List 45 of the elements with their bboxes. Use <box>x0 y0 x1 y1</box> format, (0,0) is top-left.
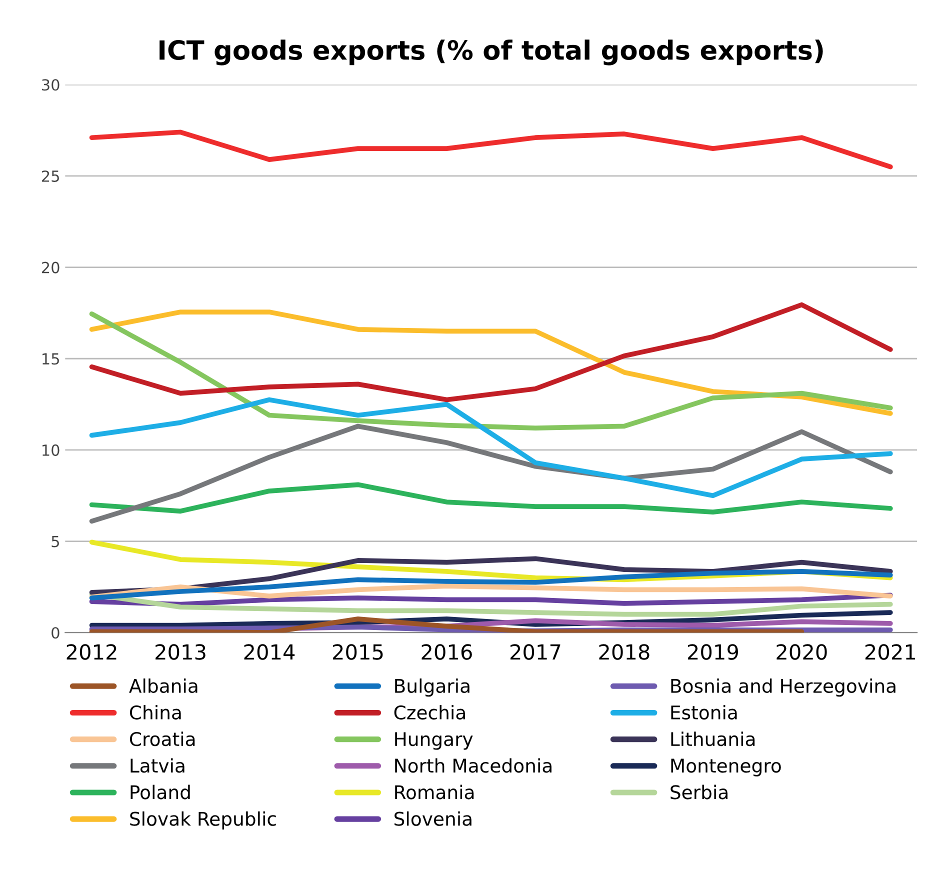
line-series <box>89 130 893 170</box>
legend-label: Lithuania <box>671 732 755 746</box>
line-series <box>89 568 893 600</box>
x-tick-label: 2018 <box>599 644 650 660</box>
legend-label: Latvia <box>130 758 184 773</box>
legend-label: Croatia <box>130 732 195 746</box>
x-tick-label: 2021 <box>865 644 915 660</box>
y-tick-label: 10 <box>42 444 60 456</box>
x-tick-label: 2019 <box>688 644 738 660</box>
y-tick-label: 30 <box>42 79 60 91</box>
x-tick-label: 2015 <box>333 644 383 660</box>
line-series <box>89 397 893 498</box>
y-tick-label: 0 <box>52 627 60 639</box>
legend-label: Montenegro <box>671 758 781 776</box>
legend-label: Romania <box>395 784 474 800</box>
x-tick-label: 2012 <box>66 644 116 660</box>
line-series <box>89 584 893 600</box>
legend-label: Slovak Republic <box>130 811 276 830</box>
line-series <box>89 592 893 607</box>
x-tick-label: 2020 <box>776 644 827 660</box>
legend-label: Bulgaria <box>395 678 470 697</box>
y-tick-label: 15 <box>42 353 59 365</box>
legend-label: North Macedonia <box>395 758 552 773</box>
legend-label: China <box>130 705 181 720</box>
x-tick-label: 2016 <box>422 644 472 660</box>
line-series <box>89 616 804 633</box>
y-tick-label: 20 <box>42 262 60 274</box>
line-series <box>89 424 893 524</box>
line-series <box>89 592 893 617</box>
legend-label: Bosnia and Herzegovina <box>671 678 896 697</box>
chart-title: ICT goods exports (% of total goods exports) <box>160 40 823 66</box>
x-tick-label: 2014 <box>244 644 295 660</box>
legend-label: Hungary <box>395 732 473 750</box>
legend-label: Slovenia <box>394 811 472 826</box>
legend-label: Albania <box>129 678 198 693</box>
line-series <box>89 302 893 402</box>
x-tick-label: 2013 <box>156 644 206 660</box>
legend-label: Estonia <box>671 705 737 720</box>
legend-label: Poland <box>130 784 190 800</box>
legend-label: Czechia <box>394 705 465 720</box>
line-series <box>89 482 893 514</box>
y-tick-label: 5 <box>52 536 59 548</box>
x-tick-label: 2017 <box>510 644 560 660</box>
y-tick-label: 25 <box>42 170 59 182</box>
legend-label: Serbia <box>670 784 728 800</box>
